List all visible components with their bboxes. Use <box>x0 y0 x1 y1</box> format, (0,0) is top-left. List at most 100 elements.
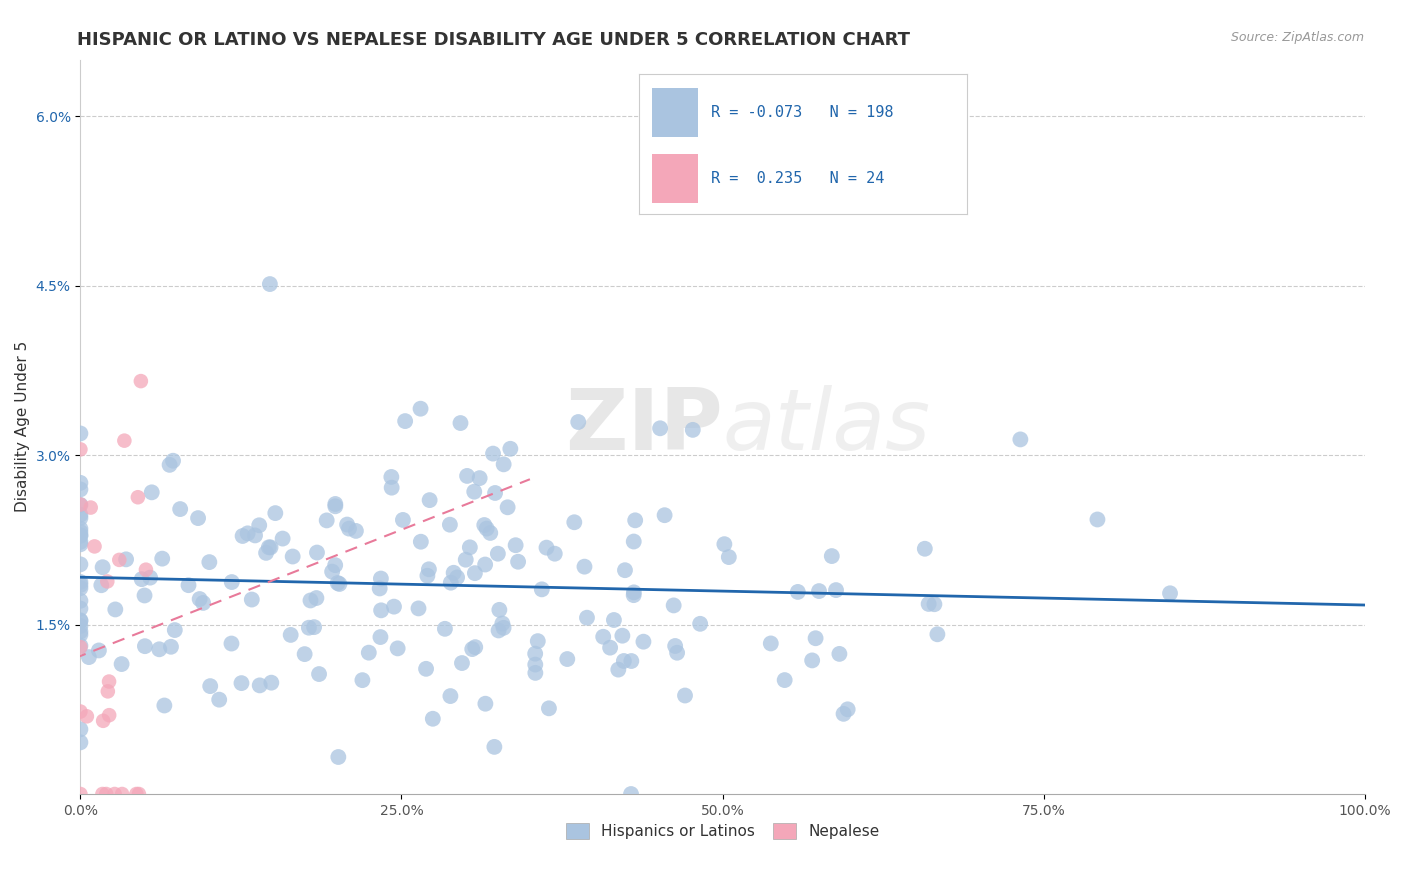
Point <box>69 628 91 642</box>
Point <box>599 640 621 655</box>
Point <box>486 547 509 561</box>
Point <box>247 518 270 533</box>
Point <box>323 500 346 514</box>
Point <box>505 538 527 552</box>
Point <box>461 642 484 657</box>
Point <box>381 481 404 495</box>
Point <box>125 787 148 801</box>
Point <box>524 657 547 672</box>
Point <box>321 565 343 579</box>
Point <box>382 599 405 614</box>
Point <box>69 613 91 627</box>
Point <box>96 787 118 801</box>
Point <box>458 541 481 555</box>
Point <box>260 675 283 690</box>
Point <box>526 634 548 648</box>
Point <box>484 486 506 500</box>
Text: ZIP: ZIP <box>565 385 723 468</box>
Point <box>326 576 349 591</box>
Point <box>773 673 796 687</box>
Point <box>479 525 502 540</box>
Point <box>69 619 91 633</box>
Point <box>392 513 415 527</box>
Point <box>80 500 103 515</box>
Text: Source: ZipAtlas.com: Source: ZipAtlas.com <box>1230 31 1364 45</box>
Point <box>612 629 634 643</box>
Point <box>472 518 495 533</box>
Point <box>231 676 253 690</box>
Point <box>259 277 281 291</box>
Point <box>69 498 91 512</box>
Point <box>482 447 505 461</box>
Point <box>544 547 567 561</box>
Point <box>169 502 191 516</box>
Point <box>69 639 91 653</box>
Point <box>243 528 266 542</box>
Point <box>488 603 510 617</box>
Point <box>110 657 132 671</box>
Point <box>323 497 346 511</box>
Point <box>917 597 939 611</box>
Point <box>177 578 200 592</box>
Point <box>440 575 463 590</box>
Y-axis label: Disability Age Under 5: Disability Age Under 5 <box>15 341 30 512</box>
Point <box>323 558 346 573</box>
Point <box>536 541 558 555</box>
Point <box>759 636 782 650</box>
Point <box>415 662 437 676</box>
Point <box>69 614 91 628</box>
Point <box>90 578 112 592</box>
Point <box>648 421 671 435</box>
Point <box>592 630 614 644</box>
Point <box>69 723 91 737</box>
Point <box>96 574 118 589</box>
Point <box>475 522 498 536</box>
Point <box>141 485 163 500</box>
Point <box>111 787 134 801</box>
Point <box>499 442 522 456</box>
Point <box>575 610 598 624</box>
Point <box>562 515 585 529</box>
Point <box>370 630 392 644</box>
Point <box>308 667 330 681</box>
Point <box>368 582 391 596</box>
Point <box>299 593 322 607</box>
Point <box>236 526 259 541</box>
Point <box>623 534 645 549</box>
Point <box>613 654 636 668</box>
Point <box>115 552 138 566</box>
Text: HISPANIC OR LATINO VS NEPALESE DISABILITY AGE UNDER 5 CORRELATION CHART: HISPANIC OR LATINO VS NEPALESE DISABILIT… <box>77 31 910 49</box>
Point <box>305 591 328 605</box>
Point <box>614 563 637 577</box>
Point <box>496 500 519 515</box>
Point <box>221 575 243 590</box>
Point <box>380 470 402 484</box>
Point <box>131 572 153 586</box>
Point <box>821 549 844 563</box>
Point <box>924 597 946 611</box>
Point <box>387 641 409 656</box>
Point <box>69 524 91 539</box>
Point <box>662 599 685 613</box>
Point <box>808 584 831 599</box>
Point <box>409 401 432 416</box>
Point <box>69 581 91 595</box>
Point <box>69 624 91 639</box>
Point <box>484 739 506 754</box>
Point <box>69 475 91 490</box>
Point <box>280 628 302 642</box>
Point <box>91 560 114 574</box>
Point <box>689 616 711 631</box>
Point <box>69 498 91 512</box>
Point <box>492 621 515 635</box>
Point <box>104 602 127 616</box>
Point <box>139 571 162 585</box>
Point <box>191 596 214 610</box>
Point <box>464 566 486 581</box>
Point <box>128 787 150 801</box>
Point <box>607 663 630 677</box>
Point <box>69 574 91 589</box>
Point <box>409 534 432 549</box>
Point <box>162 454 184 468</box>
Point <box>76 709 98 723</box>
